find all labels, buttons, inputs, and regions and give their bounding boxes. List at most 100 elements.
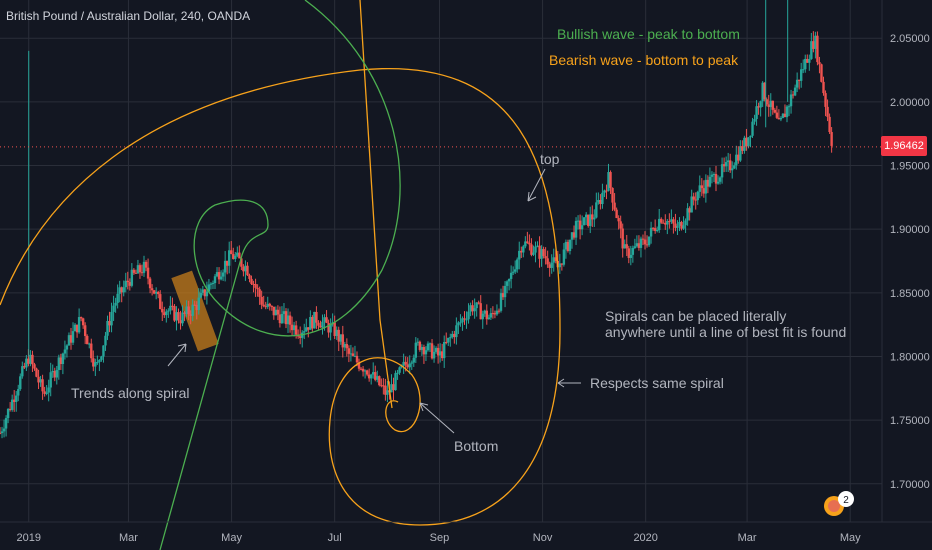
x-tick-label: Mar bbox=[119, 532, 138, 544]
candle-body bbox=[473, 308, 476, 312]
candle-body bbox=[787, 106, 791, 108]
candle-body bbox=[643, 239, 647, 245]
candle-body bbox=[29, 354, 32, 364]
y-tick-label: 1.90000 bbox=[890, 224, 930, 236]
candle-body bbox=[207, 284, 211, 292]
annotations: Bullish wave - peak to bottom Bearish wav… bbox=[71, 26, 846, 454]
candle-body bbox=[814, 35, 817, 49]
candle-body bbox=[720, 164, 724, 178]
respects-arrow bbox=[557, 378, 581, 388]
candle-body bbox=[282, 311, 286, 314]
candle-body bbox=[148, 278, 152, 289]
candle-body bbox=[144, 261, 148, 268]
candle-body bbox=[802, 69, 805, 71]
candle-body bbox=[173, 306, 176, 321]
candle-body bbox=[217, 272, 221, 280]
bearish-spiral bbox=[0, 68, 561, 526]
price-axis[interactable]: 1.70000 1.75000 1.80000 1.85000 1.90000 1.950… bbox=[890, 33, 930, 491]
candle-body bbox=[576, 220, 580, 222]
candle-body bbox=[130, 269, 134, 286]
top-arrow bbox=[527, 168, 546, 202]
candle-body bbox=[524, 241, 527, 247]
candle-body bbox=[633, 246, 637, 248]
candle-body bbox=[516, 259, 519, 270]
candle-body bbox=[481, 313, 484, 320]
candle-body bbox=[479, 303, 482, 320]
candle-body bbox=[690, 196, 693, 213]
candle-body bbox=[199, 292, 203, 298]
candle-body bbox=[333, 322, 336, 336]
candle-body bbox=[88, 343, 91, 345]
candle-body bbox=[193, 304, 196, 306]
candle-body bbox=[61, 353, 65, 365]
candle-body bbox=[658, 218, 661, 231]
label-bottom: Bottom bbox=[454, 438, 498, 454]
y-tick-label: 2.00000 bbox=[890, 97, 930, 109]
candle-body bbox=[258, 289, 261, 297]
candle-body bbox=[459, 322, 462, 324]
candle-body bbox=[79, 317, 83, 319]
candle-body bbox=[21, 366, 24, 377]
candle-body bbox=[298, 336, 302, 338]
candle-body bbox=[660, 218, 663, 223]
candle-body bbox=[140, 272, 144, 274]
bearish-spiral-tail bbox=[359, 0, 393, 409]
candle-body bbox=[613, 202, 616, 210]
candle-body bbox=[150, 288, 154, 291]
candle-body bbox=[152, 290, 156, 294]
candle-body bbox=[455, 325, 458, 338]
candle-body bbox=[116, 293, 119, 303]
candle-body bbox=[810, 41, 813, 59]
candle-body bbox=[601, 192, 604, 205]
candle-body bbox=[686, 208, 689, 221]
candle-body bbox=[225, 260, 229, 266]
flag-badge-button[interactable]: 2 bbox=[822, 490, 858, 518]
candle-body bbox=[591, 214, 594, 220]
x-tick-label: Sep bbox=[430, 532, 450, 544]
candle-body bbox=[238, 252, 241, 259]
candle-body bbox=[317, 322, 320, 326]
candle-body bbox=[509, 272, 513, 279]
candle-body bbox=[522, 246, 525, 253]
candle-body bbox=[406, 364, 409, 368]
candle-body bbox=[142, 261, 146, 273]
candle-body bbox=[33, 364, 36, 369]
candle-body bbox=[416, 341, 420, 343]
candle-body bbox=[4, 418, 8, 429]
candle-body bbox=[35, 368, 38, 377]
x-tick-label: May bbox=[840, 532, 861, 544]
candle-body bbox=[635, 243, 639, 247]
candle-body bbox=[779, 117, 783, 120]
candle-body bbox=[461, 318, 464, 323]
candle-body bbox=[428, 343, 432, 345]
candle-body bbox=[94, 362, 97, 367]
candle-body bbox=[666, 221, 669, 225]
label-trends: Trends along spiral bbox=[71, 385, 190, 401]
candle-body bbox=[627, 248, 630, 258]
candle-body bbox=[718, 177, 722, 182]
candle-body bbox=[582, 217, 586, 226]
candle-body bbox=[73, 324, 77, 332]
candle-body bbox=[244, 265, 247, 272]
candle-body bbox=[81, 318, 85, 326]
candle-body bbox=[327, 322, 330, 333]
candle-body bbox=[505, 281, 509, 286]
x-tick-label: 2019 bbox=[16, 532, 40, 544]
candle-body bbox=[824, 93, 827, 107]
candle-body bbox=[315, 311, 318, 323]
candle-body bbox=[380, 385, 383, 387]
candle-body bbox=[708, 176, 712, 187]
candle-body bbox=[550, 262, 553, 268]
candle-body bbox=[8, 408, 12, 410]
candle-body bbox=[714, 174, 718, 184]
candle-body bbox=[678, 221, 681, 226]
candle-body bbox=[120, 287, 123, 293]
candle-body bbox=[290, 324, 294, 331]
time-axis[interactable]: 2019 Mar May Jul Sep Nov 2020 Mar May bbox=[16, 532, 861, 544]
candle-body bbox=[201, 289, 205, 293]
candle-body bbox=[688, 208, 691, 213]
candle-body bbox=[264, 306, 267, 308]
label-spirals-2: anywhere until a line of best fit is fou… bbox=[605, 324, 846, 340]
